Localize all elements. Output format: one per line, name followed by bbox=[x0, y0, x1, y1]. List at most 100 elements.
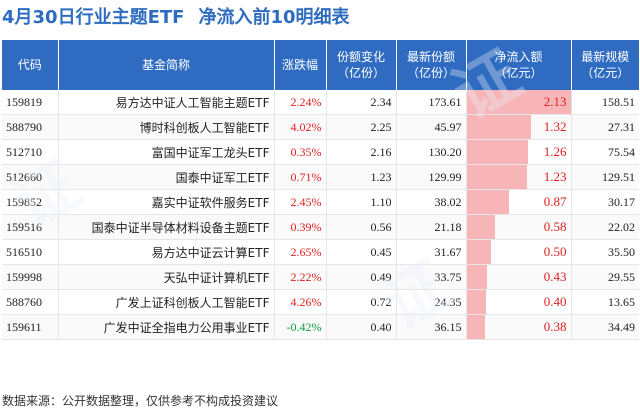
header-col-net-inflow: 净流入额 （亿元） bbox=[465, 40, 571, 90]
share-change: 0.40 bbox=[325, 314, 396, 340]
change-pct: 0.71% bbox=[273, 164, 326, 190]
fund-name: 嘉实中证软件服务ETF bbox=[57, 189, 274, 215]
fund-name: 博时科创板人工智能ETF bbox=[57, 114, 274, 140]
net-inflow-bar bbox=[467, 90, 571, 114]
latest-share: 24.35 bbox=[395, 289, 466, 315]
net-inflow-value: 0.38 bbox=[543, 319, 567, 334]
fund-code: 516510 bbox=[2, 239, 58, 265]
latest-share: 129.99 bbox=[395, 164, 466, 190]
latest-scale: 75.54 bbox=[570, 139, 639, 165]
page-title: 4月30日行业主题ETF 净流入前10明细表 bbox=[2, 4, 350, 32]
net-inflow-value: 0.43 bbox=[543, 269, 567, 284]
table-row: 159516 国泰中证半导体材料设备主题ETF 0.39% 0.56 21.18 0.58… bbox=[2, 214, 639, 240]
net-inflow-bar bbox=[467, 290, 487, 314]
latest-share: 38.02 bbox=[395, 189, 466, 215]
fund-name: 广发中证全指电力公用事业ETF bbox=[57, 314, 274, 340]
net-inflow-value: 0.40 bbox=[543, 294, 567, 309]
change-pct: 4.02% bbox=[273, 114, 326, 140]
change-pct: 2.45% bbox=[273, 189, 326, 215]
latest-scale: 30.17 bbox=[570, 189, 639, 215]
net-inflow-cell: 0.87 bbox=[465, 189, 571, 215]
fund-code: 588760 bbox=[2, 289, 58, 315]
net-inflow-cell: 1.23 bbox=[465, 164, 571, 190]
latest-share: 21.18 bbox=[395, 214, 466, 240]
net-inflow-cell: 0.58 bbox=[465, 214, 571, 240]
fund-name: 天弘中证计算机ETF bbox=[57, 264, 274, 290]
fund-code: 588790 bbox=[2, 114, 58, 140]
latest-share: 31.67 bbox=[395, 239, 466, 265]
change-pct: 0.35% bbox=[273, 139, 326, 165]
header-col-latest-share: 最新份额 （亿份） bbox=[395, 40, 466, 90]
net-inflow-bar bbox=[467, 315, 486, 339]
net-inflow-bar bbox=[467, 240, 491, 264]
latest-scale: 129.51 bbox=[570, 164, 639, 190]
fund-name: 国泰中证半导体材料设备主题ETF bbox=[57, 214, 274, 240]
title-sub: 净流入前10明细表 bbox=[198, 7, 350, 28]
net-inflow-bar bbox=[467, 140, 529, 164]
header-col-share-change: 份额变化 （亿份） bbox=[325, 40, 396, 90]
share-change: 2.16 bbox=[325, 139, 396, 165]
header-col-change: 涨跌幅 bbox=[273, 40, 326, 90]
net-inflow-value: 0.50 bbox=[543, 244, 567, 259]
latest-share: 36.15 bbox=[395, 314, 466, 340]
change-pct: 2.22% bbox=[273, 264, 326, 290]
latest-scale: 29.55 bbox=[570, 264, 639, 290]
fund-name: 国泰中证军工ETF bbox=[57, 164, 274, 190]
fund-code: 159998 bbox=[2, 264, 58, 290]
net-inflow-value: 0.87 bbox=[543, 194, 567, 209]
net-inflow-bar bbox=[467, 165, 527, 189]
change-pct: 2.65% bbox=[273, 239, 326, 265]
fund-name: 易方达中证人工智能主题ETF bbox=[57, 90, 274, 115]
fund-code: 159611 bbox=[2, 314, 58, 340]
latest-scale: 22.02 bbox=[570, 214, 639, 240]
table-row: 159852 嘉实中证软件服务ETF 2.45% 1.10 38.02 0.87 30.17 bbox=[2, 189, 639, 215]
net-inflow-cell: 2.13 bbox=[465, 90, 571, 115]
etf-table: 代码 基金简称 涨跌幅 份额变化 （亿份） 最新份额 （亿份） 净流入额 （亿元） 最新规模… bbox=[2, 40, 639, 340]
latest-scale: 34.49 bbox=[570, 314, 639, 340]
fund-name: 富国中证军工龙头ETF bbox=[57, 139, 274, 165]
net-inflow-value: 0.58 bbox=[543, 219, 567, 234]
latest-scale: 27.31 bbox=[570, 114, 639, 140]
latest-share: 130.20 bbox=[395, 139, 466, 165]
latest-scale: 35.50 bbox=[570, 239, 639, 265]
fund-code: 512710 bbox=[2, 139, 58, 165]
share-change: 0.49 bbox=[325, 264, 396, 290]
latest-scale: 13.65 bbox=[570, 289, 639, 315]
net-inflow-bar bbox=[467, 115, 531, 139]
table-row: 159819 易方达中证人工智能主题ETF 2.24% 2.34 173.61 2.13 1… bbox=[2, 90, 639, 115]
fund-code: 159819 bbox=[2, 90, 58, 115]
change-pct: 0.39% bbox=[273, 214, 326, 240]
share-change: 2.34 bbox=[325, 90, 396, 115]
net-inflow-cell: 0.38 bbox=[465, 314, 571, 340]
share-change: 1.10 bbox=[325, 189, 396, 215]
table-row: 159998 天弘中证计算机ETF 2.22% 0.49 33.75 0.43 29.55 bbox=[2, 264, 639, 290]
share-change: 0.45 bbox=[325, 239, 396, 265]
fund-name: 广发上证科创板人工智能ETF bbox=[57, 289, 274, 315]
net-inflow-cell: 1.32 bbox=[465, 114, 571, 140]
table-row: 512710 富国中证军工龙头ETF 0.35% 2.16 130.20 1.26 75.5… bbox=[2, 139, 639, 165]
net-inflow-value: 1.23 bbox=[543, 169, 567, 184]
table-row: 516510 易方达中证云计算ETF 2.65% 0.45 31.67 0.50 35.50 bbox=[2, 239, 639, 265]
header-col-code: 代码 bbox=[2, 40, 58, 90]
change-pct: 2.24% bbox=[273, 90, 326, 115]
header-col-scale: 最新规模 （亿元） bbox=[570, 40, 639, 90]
share-change: 1.23 bbox=[325, 164, 396, 190]
net-inflow-bar bbox=[467, 265, 488, 289]
header-col-name: 基金简称 bbox=[57, 40, 274, 90]
net-inflow-value: 1.26 bbox=[543, 144, 567, 159]
title-main: 4月30日行业主题ETF bbox=[2, 7, 185, 28]
net-inflow-value: 2.13 bbox=[543, 94, 567, 109]
data-source-footer: 数据来源：公开数据整理，仅供参考不构成投资建议 bbox=[2, 394, 279, 408]
fund-code: 159516 bbox=[2, 214, 58, 240]
table-row: 159611 广发中证全指电力公用事业ETF -0.42% 0.40 36.15 0.38… bbox=[2, 314, 639, 340]
latest-share: 173.61 bbox=[395, 90, 466, 115]
share-change: 2.25 bbox=[325, 114, 396, 140]
header-row: 代码 基金简称 涨跌幅 份额变化 （亿份） 最新份额 （亿份） 净流入额 （亿元） 最新规模… bbox=[2, 40, 639, 90]
change-pct: 4.26% bbox=[273, 289, 326, 315]
fund-name: 易方达中证云计算ETF bbox=[57, 239, 274, 265]
latest-share: 33.75 bbox=[395, 264, 466, 290]
table-row: 512660 国泰中证军工ETF 0.71% 1.23 129.99 1.23 129.51 bbox=[2, 164, 639, 190]
net-inflow-bar bbox=[467, 215, 495, 239]
fund-code: 512660 bbox=[2, 164, 58, 190]
net-inflow-cell: 0.43 bbox=[465, 264, 571, 290]
